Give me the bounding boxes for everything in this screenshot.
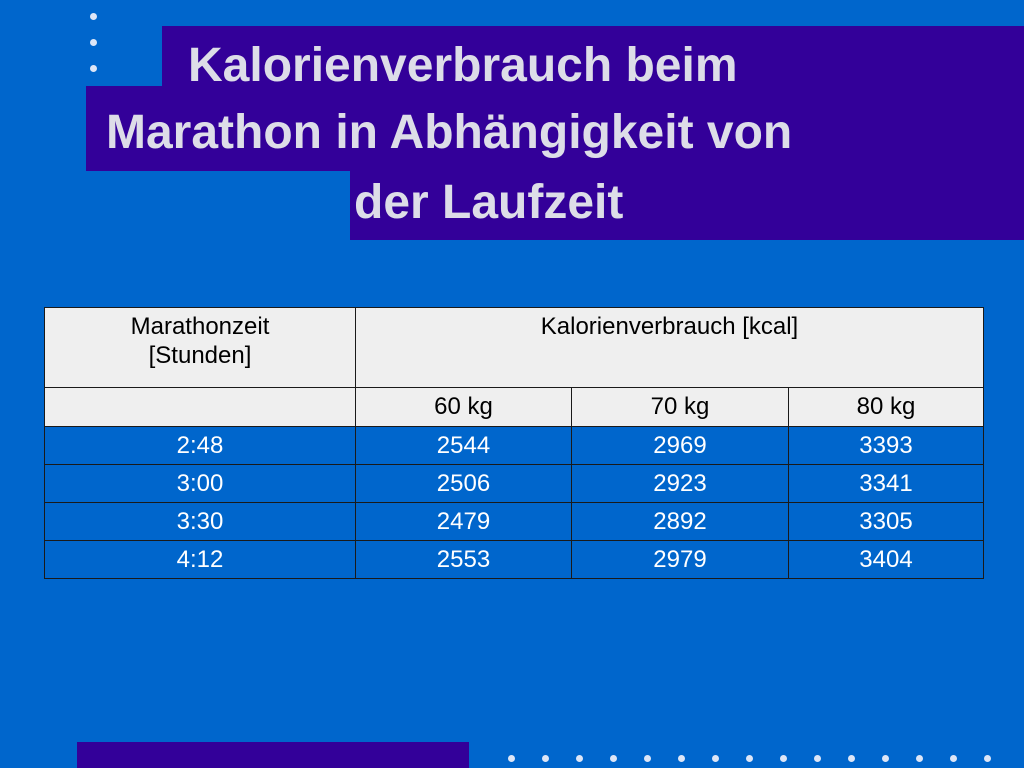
decorative-dot [780, 755, 787, 762]
cell-kcal-70: 2969 [571, 426, 789, 465]
decorative-dot [916, 755, 923, 762]
cell-kcal-70: 2923 [571, 464, 789, 503]
decorative-dot [984, 755, 991, 762]
cell-kcal-80: 3305 [788, 502, 984, 541]
table-row: 3:00 2506 2923 3341 [44, 464, 984, 503]
title-backdrop-middle [86, 86, 1024, 171]
cell-kcal-80: 3341 [788, 464, 984, 503]
header-weight-80: 80 kg [788, 387, 984, 427]
header-weight-60: 60 kg [355, 387, 572, 427]
title-line-1: Kalorienverbrauch beim [188, 39, 738, 92]
title-backdrop-top [162, 26, 1024, 88]
header-marathon-time-line2: [Stunden] [148, 342, 252, 369]
header-marathon-time: Marathonzeit [Stunden] [44, 307, 356, 388]
decorative-dot [678, 755, 685, 762]
cell-time: 3:00 [44, 464, 356, 503]
calorie-table: Marathonzeit [Stunden] Kalorienverbrauch… [44, 307, 984, 579]
cell-kcal-60: 2479 [355, 502, 572, 541]
decorative-dot [814, 755, 821, 762]
decorative-dot [508, 755, 515, 762]
cell-time: 3:30 [44, 502, 356, 541]
decorative-dot [950, 755, 957, 762]
title-backdrop-bottom [350, 168, 1024, 240]
table-subheader-row: 60 kg 70 kg 80 kg [44, 387, 984, 427]
decorative-dot [576, 755, 583, 762]
title-line-3: der Laufzeit [354, 176, 624, 229]
decorative-dot [90, 13, 97, 20]
cell-kcal-70: 2979 [571, 540, 789, 579]
cell-kcal-70: 2892 [571, 502, 789, 541]
header-empty-cell [44, 387, 356, 427]
cell-kcal-80: 3393 [788, 426, 984, 465]
bottom-accent-bar [77, 742, 469, 768]
decorative-dot [90, 65, 97, 72]
cell-kcal-80: 3404 [788, 540, 984, 579]
title-line-2: Marathon in Abhängigkeit von [106, 106, 793, 159]
decorative-dot [610, 755, 617, 762]
decorative-dot [882, 755, 889, 762]
decorative-dot [746, 755, 753, 762]
table-header-row: Marathonzeit [Stunden] Kalorienverbrauch… [44, 307, 984, 388]
cell-kcal-60: 2506 [355, 464, 572, 503]
header-marathon-time-line1: Marathonzeit [130, 313, 270, 340]
cell-time: 2:48 [44, 426, 356, 465]
header-weight-70: 70 kg [571, 387, 789, 427]
cell-time: 4:12 [44, 540, 356, 579]
decorative-dot [90, 39, 97, 46]
decorative-dot [848, 755, 855, 762]
cell-kcal-60: 2544 [355, 426, 572, 465]
decorative-dot [712, 755, 719, 762]
header-calorie-consumption: Kalorienverbrauch [kcal] [355, 307, 984, 388]
cell-kcal-60: 2553 [355, 540, 572, 579]
decorative-dot [542, 755, 549, 762]
table-row: 2:48 2544 2969 3393 [44, 426, 984, 465]
decorative-dot [644, 755, 651, 762]
table-row: 4:12 2553 2979 3404 [44, 540, 984, 579]
table-row: 3:30 2479 2892 3305 [44, 502, 984, 541]
